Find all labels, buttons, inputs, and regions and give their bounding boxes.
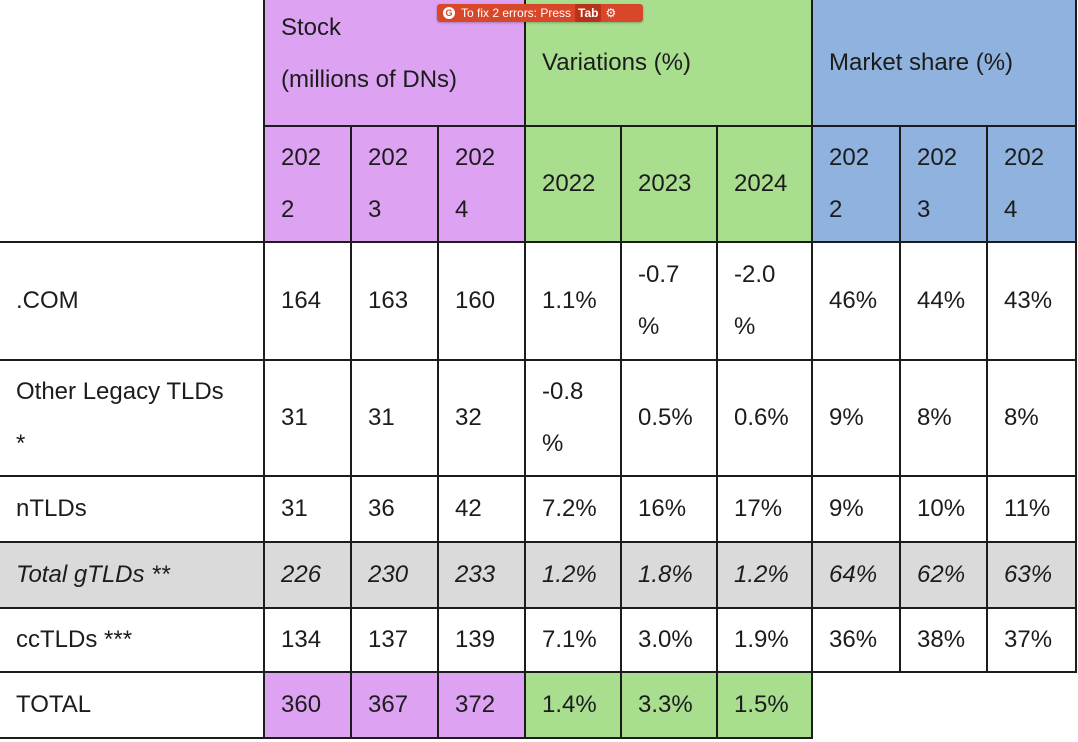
share-cell: 9% bbox=[811, 359, 901, 477]
table-row-total: TOTAL 360 367 372 1.4% 3.3% 1.5% bbox=[0, 671, 1076, 739]
header-market-share: Market share (%) bbox=[811, 0, 1077, 127]
empty-cell bbox=[987, 672, 1076, 738]
row-label: TOTAL bbox=[0, 671, 265, 739]
row-label: Other Legacy TLDs * bbox=[0, 359, 265, 477]
stock-cell: 42 bbox=[437, 475, 526, 543]
stock-cell: 230 bbox=[350, 541, 439, 609]
var-cell: 0.6% bbox=[716, 359, 813, 477]
stock-cell: 36 bbox=[350, 475, 439, 543]
var-cell: 1.2% bbox=[524, 541, 622, 609]
var-cell: 1.8% bbox=[620, 541, 718, 609]
share-cell: 11% bbox=[986, 475, 1077, 543]
share-cell: 9% bbox=[811, 475, 901, 543]
table-row: Other Legacy TLDs * 31 31 32 -0.8 % 0.5%… bbox=[0, 359, 1077, 477]
var-cell: -2.0 % bbox=[716, 241, 813, 361]
var-cell: 1.1% bbox=[524, 241, 622, 361]
stock-cell: 367 bbox=[350, 671, 439, 739]
share-year-2024: 202 4 bbox=[986, 125, 1077, 243]
stock-cell: 137 bbox=[350, 607, 439, 673]
error-text: To fix 2 errors: Press bbox=[461, 6, 572, 20]
stock-year-2023: 202 3 bbox=[350, 125, 439, 243]
share-cell: 36% bbox=[811, 607, 901, 673]
share-cell: 63% bbox=[986, 541, 1077, 609]
share-cell: 43% bbox=[986, 241, 1077, 361]
stock-cell: 226 bbox=[263, 541, 352, 609]
var-cell: 3.0% bbox=[620, 607, 718, 673]
header-stock-line2: (millions of DNs) bbox=[281, 66, 458, 93]
table-row-total-gtlds: Total gTLDs ** 226 230 233 1.2% 1.8% 1.2… bbox=[0, 541, 1077, 609]
share-cell: 46% bbox=[811, 241, 901, 361]
share-cell: 8% bbox=[899, 359, 988, 477]
stock-cell: 31 bbox=[263, 359, 352, 477]
share-year-2023: 202 3 bbox=[899, 125, 988, 243]
stock-year-2022: 202 2 bbox=[263, 125, 352, 243]
stock-cell: 164 bbox=[263, 241, 352, 361]
header-stock-line1: Stock bbox=[281, 14, 342, 41]
var-cell: 17% bbox=[716, 475, 813, 543]
share-cell: 10% bbox=[899, 475, 988, 543]
share-cell: 8% bbox=[986, 359, 1077, 477]
table-row: nTLDs 31 36 42 7.2% 16% 17% 9% 10% 11% bbox=[0, 475, 1077, 543]
row-label: ccTLDs *** bbox=[0, 607, 265, 673]
var-cell: 1.2% bbox=[716, 541, 813, 609]
stock-cell: 163 bbox=[350, 241, 439, 361]
share-cell: 62% bbox=[899, 541, 988, 609]
error-notification-bar[interactable]: G To fix 2 errors: Press Tab ⚙ bbox=[437, 4, 643, 22]
row-label: .COM bbox=[0, 241, 265, 361]
grammar-icon: G bbox=[443, 7, 455, 19]
stock-cell: 160 bbox=[437, 241, 526, 361]
share-year-2022: 202 2 bbox=[811, 125, 901, 243]
stock-cell: 32 bbox=[437, 359, 526, 477]
var-cell: 1.9% bbox=[716, 607, 813, 673]
stock-cell: 139 bbox=[437, 607, 526, 673]
stock-cell: 134 bbox=[263, 607, 352, 673]
stock-cell: 372 bbox=[437, 671, 526, 739]
var-year-2023: 2023 bbox=[620, 125, 718, 243]
stock-cell: 31 bbox=[350, 359, 439, 477]
stock-cell: 360 bbox=[263, 671, 352, 739]
var-cell: -0.8 % bbox=[524, 359, 622, 477]
empty-cell bbox=[900, 672, 987, 738]
var-cell: 7.1% bbox=[524, 607, 622, 673]
var-cell: 16% bbox=[620, 475, 718, 543]
share-cell: 38% bbox=[899, 607, 988, 673]
stock-cell: 233 bbox=[437, 541, 526, 609]
var-cell: 3.3% bbox=[620, 671, 718, 739]
corner-blank-2 bbox=[0, 126, 264, 242]
empty-cell bbox=[812, 672, 900, 738]
stock-year-2024: 202 4 bbox=[437, 125, 526, 243]
corner-blank bbox=[0, 0, 264, 126]
row-label: Total gTLDs ** bbox=[0, 541, 265, 609]
share-cell: 37% bbox=[986, 607, 1077, 673]
var-cell: 1.5% bbox=[716, 671, 813, 739]
var-cell: 1.4% bbox=[524, 671, 622, 739]
share-cell: 44% bbox=[899, 241, 988, 361]
var-year-2022: 2022 bbox=[524, 125, 622, 243]
table-row: ccTLDs *** 134 137 139 7.1% 3.0% 1.9% 36… bbox=[0, 607, 1077, 673]
tab-key-badge: Tab bbox=[575, 4, 602, 22]
var-cell: -0.7 % bbox=[620, 241, 718, 361]
table-row: .COM 164 163 160 1.1% -0.7 % -2.0 % 46% … bbox=[0, 241, 1077, 361]
stock-cell: 31 bbox=[263, 475, 352, 543]
gear-icon[interactable]: ⚙ bbox=[605, 6, 617, 20]
row-label: nTLDs bbox=[0, 475, 265, 543]
var-cell: 0.5% bbox=[620, 359, 718, 477]
var-cell: 7.2% bbox=[524, 475, 622, 543]
var-year-2024: 2024 bbox=[716, 125, 813, 243]
share-cell: 64% bbox=[811, 541, 901, 609]
